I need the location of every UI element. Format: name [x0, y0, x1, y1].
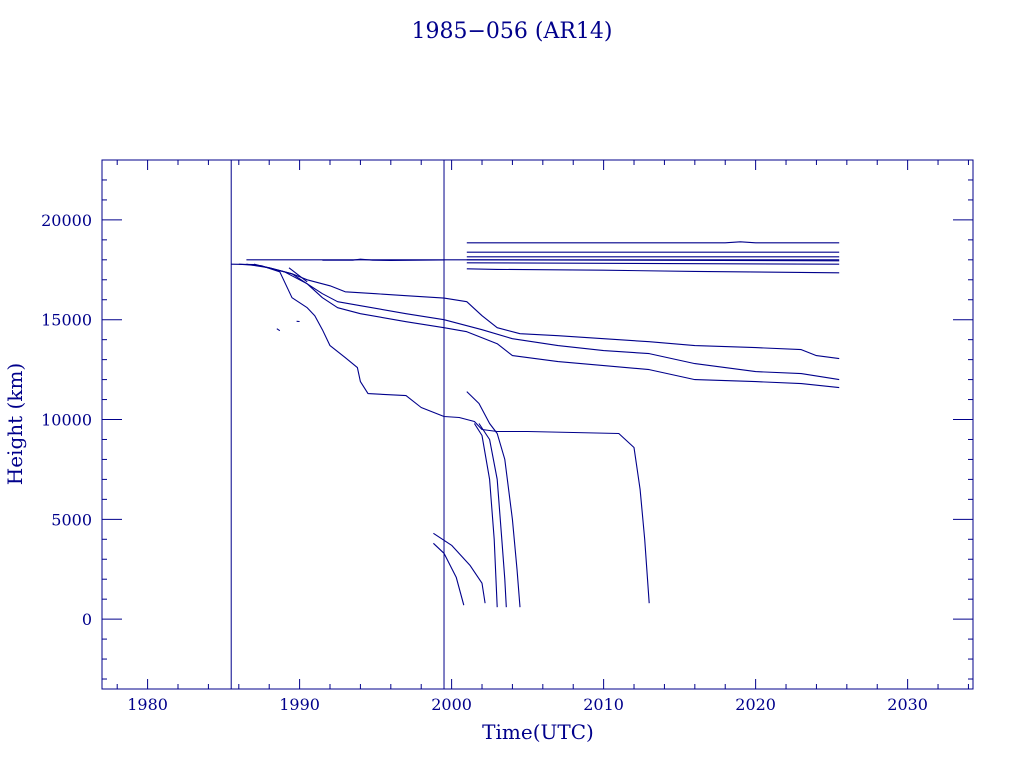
y-tick-label: 0: [82, 610, 92, 629]
vertical-markers: [230, 160, 445, 689]
series-line: [288, 267, 308, 283]
tick-labels: 1980 1990 2000 2010 2020 2030 0 5000 10000 15000 2…: [41, 211, 928, 714]
series-line: [322, 258, 445, 261]
y-tick-label: 20000: [41, 211, 92, 230]
plot-frame: [101, 159, 974, 690]
chart-title: 1985−056 (AR14): [411, 19, 612, 44]
series-line: [466, 259, 840, 262]
x-tick-label: 2030: [887, 695, 928, 714]
series-line: [466, 262, 840, 265]
x-tick-label: 2000: [431, 695, 472, 714]
series-line: [433, 542, 465, 606]
x-axis-label: Time(UTC): [482, 720, 594, 744]
series-line: [276, 328, 281, 332]
series-line: [253, 263, 840, 389]
x-tick-label: 2010: [583, 695, 624, 714]
y-tick-label: 5000: [51, 510, 92, 529]
series-line: [466, 241, 840, 244]
x-tick-label: 1990: [279, 695, 320, 714]
x-tick-label: 1980: [127, 695, 168, 714]
y-tick-label: 15000: [41, 311, 92, 330]
series-line: [238, 263, 650, 604]
series-line: [246, 263, 840, 381]
series-line: [466, 391, 521, 608]
axis-ticks: [102, 159, 973, 689]
series-lines: [231, 241, 840, 608]
y-tick-label: 10000: [41, 411, 92, 430]
series-line: [466, 268, 840, 274]
series-line: [473, 423, 498, 608]
series-line: [478, 423, 507, 608]
x-tick-label: 2020: [735, 695, 776, 714]
y-axis-label: Height (km): [3, 363, 27, 485]
series-line: [231, 263, 840, 360]
series-line: [433, 532, 486, 604]
